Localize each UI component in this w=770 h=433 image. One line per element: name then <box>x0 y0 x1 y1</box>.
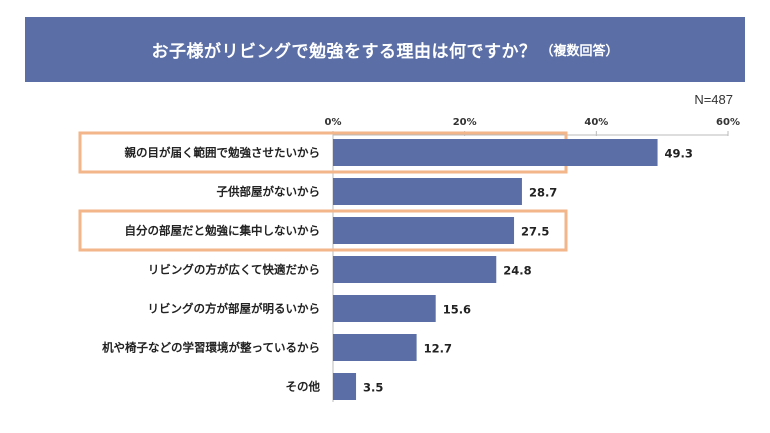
category-label: 机や椅子などの学習環境が整っているから <box>102 341 320 355</box>
bar <box>333 217 515 244</box>
value-label: 27.5 <box>521 225 549 239</box>
x-tick-label: 40% <box>584 117 608 128</box>
bar <box>333 256 497 283</box>
chart-title: お子様がリビングで勉強をする理由は何ですか？ <box>151 42 537 62</box>
x-tick-label: 20% <box>453 117 477 128</box>
value-label: 49.3 <box>665 147 693 161</box>
category-label: リビングの方が部屋が明るいから <box>148 302 321 316</box>
value-label: 15.6 <box>443 303 471 317</box>
value-label: 28.7 <box>529 186 557 200</box>
category-label: 子供部屋がないから <box>217 185 321 199</box>
highlight-box <box>78 209 568 252</box>
value-label: 3.5 <box>363 381 383 395</box>
value-label: 24.8 <box>503 264 531 278</box>
category-label: リビングの方が広くて快適だから <box>148 263 320 277</box>
chart-title-suffix: （複数回答） <box>540 44 619 59</box>
title-bar: お子様がリビングで勉強をする理由は何ですか？ （複数回答） <box>25 17 745 82</box>
bar <box>333 139 658 166</box>
bar <box>333 373 357 400</box>
bar <box>333 334 417 361</box>
value-label: 12.7 <box>424 342 452 356</box>
category-label: 親の目が届く範囲で勉強させたいから <box>125 146 321 160</box>
sample-size-label: N=487 <box>694 92 733 107</box>
bar <box>333 295 436 322</box>
category-label: その他 <box>286 380 321 394</box>
x-tick-label: 0% <box>325 117 342 128</box>
bar <box>333 178 522 205</box>
category-label: 自分の部屋だと勉強に集中しないから <box>125 224 321 238</box>
x-tick-label: 60% <box>716 117 740 128</box>
